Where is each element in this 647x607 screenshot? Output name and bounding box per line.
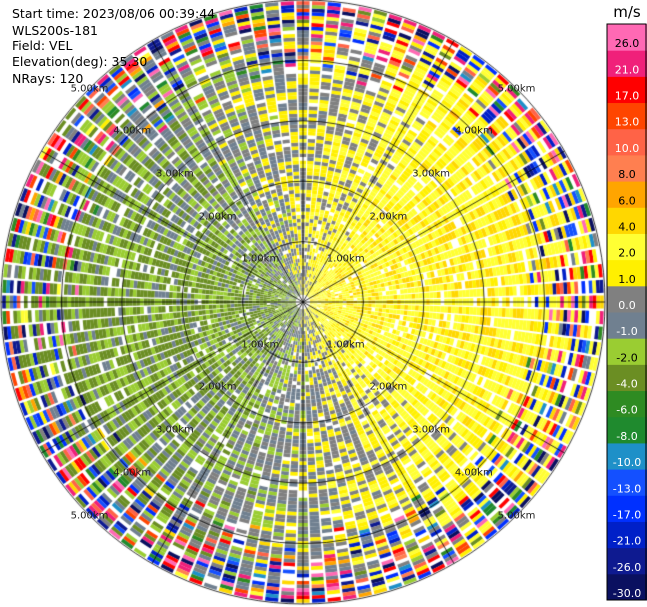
colorbar-tick-label: -8.0 — [616, 430, 637, 443]
range-ring-label: 1.00km — [241, 339, 280, 351]
colorbar-segment — [607, 181, 647, 208]
range-ring-label: 1.00km — [241, 253, 280, 265]
colorbar-tick-label: 1.0 — [618, 273, 636, 286]
colorbar-segment — [607, 469, 647, 496]
colorbar-tick-label: -17.0 — [613, 509, 641, 522]
range-ring-label: 5.00km — [70, 83, 109, 94]
range-ring-label: 5.00km — [70, 510, 109, 521]
elevation-label: Elevation(deg): 35.30 — [12, 54, 148, 69]
colorbar-tick-label: 0.0 — [618, 299, 636, 312]
colorbar-tick-label: -4.0 — [616, 378, 637, 391]
colorbar-segment — [607, 259, 647, 287]
range-ring-label: 3.00km — [155, 424, 194, 436]
colorbar-segment — [607, 233, 647, 261]
range-ring-label: 4.00km — [113, 467, 152, 479]
colorbar-segment — [607, 573, 647, 601]
colorbar-tick-label: 4.0 — [618, 221, 636, 234]
colorbar-segment — [607, 495, 647, 522]
colorbar-segment — [607, 50, 647, 77]
colorbar-tick-label: -1.0 — [616, 325, 637, 338]
colorbar-tick-label: 26.0 — [615, 37, 640, 50]
colorbar-tick-label: 10.0 — [615, 142, 640, 155]
range-ring-label: 1.00km — [326, 339, 365, 351]
colorbar-segment — [607, 390, 647, 418]
range-ring-label: 5.00km — [497, 83, 536, 94]
range-ring-label: 5.00km — [497, 510, 536, 521]
colorbar-tick-label: 8.0 — [618, 168, 636, 181]
colorbar-tick-label: 2.0 — [618, 247, 636, 260]
colorbar-unit: m/s — [613, 3, 641, 21]
colorbar-segment — [607, 338, 647, 365]
colorbar-segment — [607, 416, 647, 444]
colorbar-segment — [607, 128, 647, 156]
range-ring-label: 2.00km — [198, 381, 237, 393]
range-ring-label: 4.00km — [113, 125, 152, 137]
radar-ppi-plot — [0, 0, 606, 607]
colorbar-tick-label: -26.0 — [613, 561, 641, 574]
colorbar-segment — [607, 207, 647, 234]
start-time-label: Start time: 2023/08/06 00:39:44 — [12, 6, 216, 21]
colorbar-tick-label: -10.0 — [613, 456, 641, 469]
colorbar-tick-label: 6.0 — [618, 194, 636, 207]
colorbar-tick-label: -6.0 — [616, 404, 637, 417]
field-label: Field: VEL — [12, 38, 73, 53]
colorbar-segment — [607, 312, 647, 339]
colorbar-tick-label: -2.0 — [616, 351, 637, 364]
range-ring-label: 3.00km — [155, 168, 194, 180]
range-ring-label: 4.00km — [454, 125, 493, 137]
colorbar-segment — [607, 102, 647, 130]
colorbar-tick-label: -21.0 — [613, 535, 641, 548]
colorbar-segment — [607, 521, 647, 549]
colorbar-segment — [607, 76, 647, 104]
colorbar-segment — [607, 547, 647, 575]
colorbar-segment — [607, 442, 647, 470]
colorbar-frame — [606, 23, 647, 601]
range-ring-label: 3.00km — [412, 168, 450, 180]
range-ring-label: 2.00km — [369, 381, 408, 393]
range-ring-label: 1.00km — [326, 253, 365, 265]
colorbar-segment — [607, 24, 647, 51]
colorbar-tick-label: 17.0 — [615, 90, 640, 103]
range-ring-label: 4.00km — [454, 467, 493, 479]
colorbar-segment — [607, 285, 647, 313]
colorbar-tick-label: 13.0 — [615, 116, 640, 129]
colorbar-tick-label: 21.0 — [615, 63, 640, 76]
colorbar-segment — [607, 154, 647, 182]
range-ring-label: 2.00km — [369, 211, 408, 223]
colorbar: m/s -30.0 -26.0 -21.0 -17.0 -13.0 -10.0 -8.0 -6.… — [606, 3, 647, 601]
nrays-label: NRays: 120 — [12, 71, 84, 86]
site-label: WLS200s-181 — [12, 23, 98, 38]
colorbar-tick-label: -13.0 — [613, 482, 641, 495]
range-ring-label: 2.00km — [198, 211, 237, 223]
colorbar-segment — [607, 364, 647, 392]
range-ring-label: 3.00km — [412, 424, 450, 436]
colorbar-tick-label: -30.0 — [613, 587, 641, 600]
